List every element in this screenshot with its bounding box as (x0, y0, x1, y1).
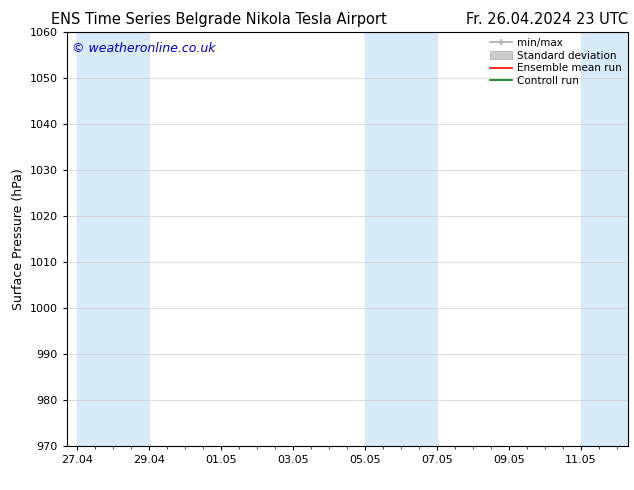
Text: Fr. 26.04.2024 23 UTC: Fr. 26.04.2024 23 UTC (465, 12, 628, 27)
Bar (581, 32, 628, 446)
Bar (365, 32, 437, 446)
Text: ENS Time Series Belgrade Nikola Tesla Airport: ENS Time Series Belgrade Nikola Tesla Ai… (51, 12, 387, 27)
Bar (77, 32, 149, 446)
Legend: min/max, Standard deviation, Ensemble mean run, Controll run: min/max, Standard deviation, Ensemble me… (486, 34, 626, 90)
Text: © weatheronline.co.uk: © weatheronline.co.uk (72, 42, 216, 55)
Y-axis label: Surface Pressure (hPa): Surface Pressure (hPa) (12, 168, 25, 310)
